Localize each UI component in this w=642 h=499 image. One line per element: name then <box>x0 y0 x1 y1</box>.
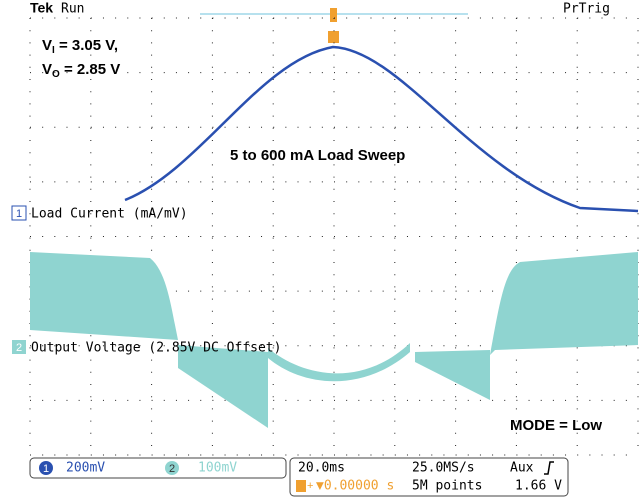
record-length: 5M points <box>412 479 482 494</box>
ch1-marker <box>11 205 27 221</box>
sweep-annotation: 5 to 600 mA Load Sweep <box>230 147 405 164</box>
ch2-badge <box>165 461 179 475</box>
ch1-waveform <box>124 45 639 213</box>
timebase-box <box>289 457 569 497</box>
vi-annotation: VI = 3.05 V, <box>42 37 118 56</box>
ch2-marker <box>12 340 26 354</box>
ch2-marker-number: 2 <box>16 342 22 354</box>
run-state: Run <box>61 2 84 17</box>
trigger-state: PrTrig <box>563 2 610 17</box>
graticule <box>29 17 639 456</box>
timebase: 20.0ms <box>298 461 345 476</box>
vo-annotation: VO = 2.85 V <box>42 61 120 80</box>
trigger-position: ▼0.00000 s <box>316 479 394 494</box>
trigger-level: 1.66 V <box>515 479 562 494</box>
trigger-source: Aux <box>510 461 534 476</box>
trigger-icon <box>296 480 306 492</box>
ch2-scale: 100mV <box>198 461 237 476</box>
ch2-label: Output Voltage (2.85V DC Offset) <box>31 341 281 356</box>
ch2-badge-number: 2 <box>169 463 175 475</box>
ch1-label: Load Current (mA/mV) <box>31 207 188 222</box>
ch1-marker-number: 1 <box>16 208 22 220</box>
ch1-scale: 200mV <box>66 461 105 476</box>
trigger-slope-icon <box>544 461 554 475</box>
trigger-position-marker <box>328 31 339 43</box>
sample-rate: 25.0MS/s <box>412 461 475 476</box>
ch1-badge <box>39 461 53 475</box>
ch2-waveform <box>30 252 638 428</box>
ch1-badge-number: 1 <box>43 463 49 475</box>
trigger-marker <box>330 8 337 22</box>
mode-annotation: MODE = Low <box>510 417 602 434</box>
trigger-plus: + <box>307 480 313 492</box>
brand: Tek <box>30 0 53 16</box>
channel-scale-box <box>29 457 287 479</box>
